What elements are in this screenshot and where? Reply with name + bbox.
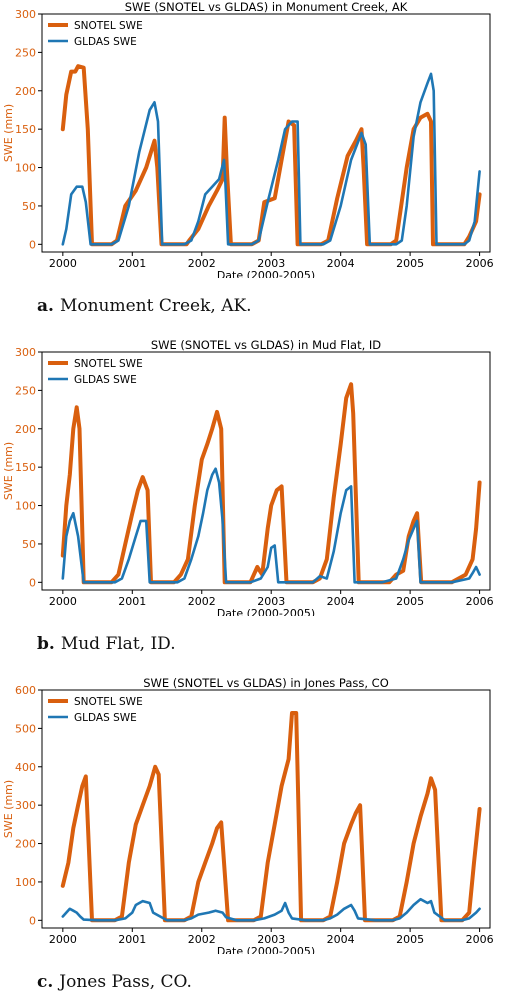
legend-label-snotel: SNOTEL SWE xyxy=(74,696,143,708)
y-tick-label: 250 xyxy=(15,384,36,397)
legend-label-gldas: GLDAS SWE xyxy=(74,712,137,724)
x-tick-label: 2004 xyxy=(327,257,355,270)
x-axis-label: Date (2000-2005) xyxy=(217,269,315,278)
chart-panel-b: SWE (SNOTEL vs GLDAS) in Mud Flat, ID 0 50… xyxy=(0,338,505,616)
chart-title: SWE (SNOTEL vs GLDAS) in Mud Flat, ID xyxy=(151,338,381,352)
x-tick-label: 2005 xyxy=(396,257,424,270)
x-tick-label: 2001 xyxy=(118,595,146,608)
y-axis-label: SWE (mm) xyxy=(2,442,15,500)
x-tick-label: 2004 xyxy=(327,595,355,608)
x-tick-label: 2003 xyxy=(257,933,285,946)
chart-monument-creek: SWE (SNOTEL vs GLDAS) in Monument Creek,… xyxy=(2,0,494,278)
chart-title: SWE (SNOTEL vs GLDAS) in Jones Pass, CO xyxy=(143,676,389,690)
legend-label-gldas: GLDAS SWE xyxy=(74,36,137,48)
x-tick-label: 2000 xyxy=(49,257,77,270)
y-tick-label: 100 xyxy=(15,500,36,513)
caption-text: Monument Creek, AK. xyxy=(59,296,252,316)
y-axis-label: SWE (mm) xyxy=(2,104,15,162)
y-tick-label: 300 xyxy=(15,8,36,21)
plot-frame xyxy=(41,13,491,253)
series-line-snotel xyxy=(60,382,482,585)
chart-mud-flat: SWE (SNOTEL vs GLDAS) in Mud Flat, ID 0 50… xyxy=(2,338,494,616)
legend-label-snotel: SNOTEL SWE xyxy=(74,20,143,32)
y-tick-label: 600 xyxy=(15,684,36,697)
x-tick-label: 2005 xyxy=(396,595,424,608)
series-line-gldas xyxy=(61,467,481,584)
x-tick-label: 2003 xyxy=(257,595,285,608)
x-tick-label: 2006 xyxy=(466,933,494,946)
plot-frame xyxy=(41,351,491,591)
x-tick-label: 2004 xyxy=(327,933,355,946)
x-tick-label: 2002 xyxy=(188,933,216,946)
y-tick-label: 0 xyxy=(29,238,36,251)
y-tick-label: 0 xyxy=(29,914,36,927)
y-tick-label: 100 xyxy=(15,876,36,889)
caption-a: a. Monument Creek, AK. xyxy=(37,296,252,316)
caption-c: c. Jones Pass, CO. xyxy=(37,972,192,992)
y-tick-label: 50 xyxy=(22,538,36,551)
caption-letter: b. xyxy=(37,634,55,654)
y-tick-label: 500 xyxy=(15,722,36,735)
y-tick-label: 300 xyxy=(15,799,36,812)
series-line-snotel xyxy=(60,711,482,923)
x-tick-label: 2002 xyxy=(188,257,216,270)
chart-panel-c: SWE (SNOTEL vs GLDAS) in Jones Pass, CO 0… xyxy=(0,676,505,954)
x-tick-label: 2006 xyxy=(466,257,494,270)
y-axis-label: SWE (mm) xyxy=(2,780,15,838)
x-tick-label: 2000 xyxy=(49,595,77,608)
x-tick-label: 2000 xyxy=(49,933,77,946)
y-tick-label: 100 xyxy=(15,162,36,175)
y-tick-label: 300 xyxy=(15,346,36,359)
legend-label-snotel: SNOTEL SWE xyxy=(74,358,143,370)
y-tick-label: 200 xyxy=(15,838,36,851)
caption-text: Mud Flat, ID. xyxy=(60,634,176,654)
y-tick-label: 150 xyxy=(15,123,36,136)
y-tick-label: 400 xyxy=(15,761,36,774)
caption-text: Jones Pass, CO. xyxy=(59,972,192,992)
x-axis-label: Date (2000-2005) xyxy=(217,607,315,616)
y-tick-label: 200 xyxy=(15,423,36,436)
y-tick-label: 200 xyxy=(15,85,36,98)
x-tick-label: 2002 xyxy=(188,595,216,608)
x-axis-label: Date (2000-2005) xyxy=(217,945,315,954)
x-tick-label: 2001 xyxy=(118,933,146,946)
x-tick-label: 2003 xyxy=(257,257,285,270)
chart-panel-a: SWE (SNOTEL vs GLDAS) in Monument Creek,… xyxy=(0,0,505,278)
caption-letter: c. xyxy=(37,972,54,992)
x-tick-label: 2006 xyxy=(466,595,494,608)
series-line-gldas xyxy=(61,897,481,922)
chart-jones-pass: SWE (SNOTEL vs GLDAS) in Jones Pass, CO 0… xyxy=(2,676,494,954)
y-tick-label: 0 xyxy=(29,576,36,589)
y-tick-label: 250 xyxy=(15,46,36,59)
caption-b: b. Mud Flat, ID. xyxy=(37,634,176,654)
y-tick-label: 50 xyxy=(22,200,36,213)
chart-title: SWE (SNOTEL vs GLDAS) in Monument Creek,… xyxy=(125,0,408,14)
legend-label-gldas: GLDAS SWE xyxy=(74,374,137,386)
series-line-gldas xyxy=(61,72,481,246)
y-tick-label: 150 xyxy=(15,461,36,474)
x-tick-label: 2001 xyxy=(118,257,146,270)
plot-frame xyxy=(41,689,491,929)
caption-letter: a. xyxy=(37,296,54,316)
x-tick-label: 2005 xyxy=(396,933,424,946)
